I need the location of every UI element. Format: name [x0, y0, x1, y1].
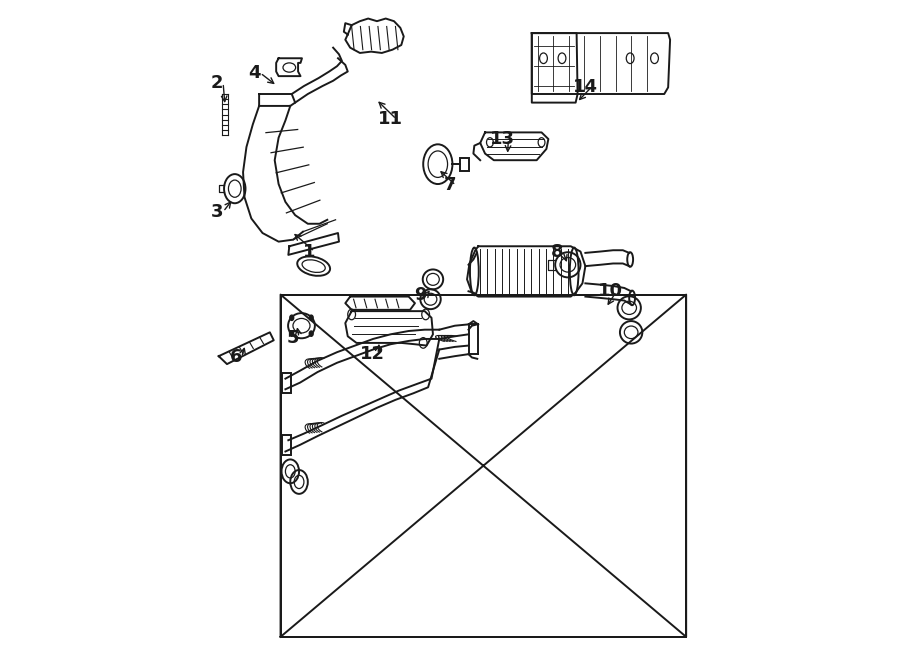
Text: 8: 8	[551, 242, 563, 261]
Text: 14: 14	[573, 78, 598, 97]
Circle shape	[651, 53, 659, 64]
Text: 5: 5	[287, 328, 300, 347]
Text: 13: 13	[491, 130, 515, 148]
Circle shape	[558, 53, 566, 64]
Circle shape	[626, 53, 634, 64]
Circle shape	[487, 138, 493, 147]
Circle shape	[419, 338, 428, 348]
Text: 10: 10	[598, 282, 623, 301]
Text: 9: 9	[415, 285, 427, 304]
Text: 1: 1	[302, 242, 315, 261]
Circle shape	[310, 331, 313, 336]
Text: 6: 6	[230, 348, 242, 367]
Text: 4: 4	[248, 64, 260, 82]
Bar	[460, 158, 470, 171]
Text: 11: 11	[378, 110, 403, 128]
Circle shape	[422, 309, 429, 320]
Bar	[282, 373, 291, 393]
Circle shape	[290, 315, 293, 320]
Circle shape	[540, 53, 547, 64]
Circle shape	[290, 331, 293, 336]
Circle shape	[538, 138, 545, 147]
Bar	[282, 435, 291, 455]
Text: 3: 3	[211, 203, 223, 221]
Circle shape	[347, 309, 356, 320]
Circle shape	[310, 315, 313, 320]
Text: 12: 12	[360, 345, 384, 363]
Text: 2: 2	[211, 73, 223, 92]
Text: 7: 7	[444, 176, 456, 195]
